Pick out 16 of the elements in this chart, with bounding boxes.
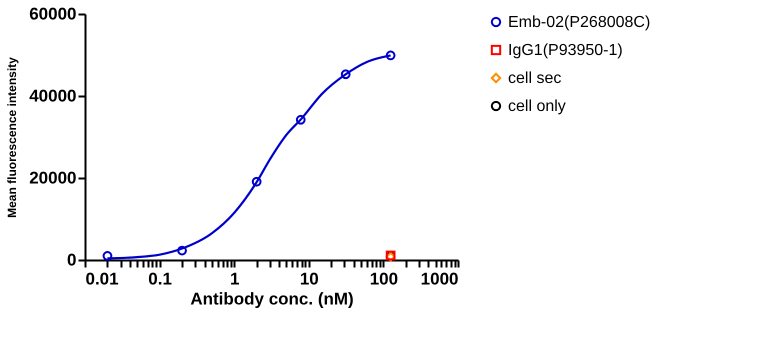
legend-label: cell only — [508, 98, 566, 115]
x-tick-label: 0.01 — [86, 270, 119, 288]
y-tick-label: 0 — [67, 250, 76, 270]
x-tick-label: 1000 — [420, 270, 458, 288]
y-tick-label: 60000 — [29, 4, 76, 24]
y-axis-title: Mean fluorescence intensity — [5, 56, 20, 218]
x-tick-label: 0.1 — [148, 270, 172, 288]
legend-label: Emb-02(P268008C) — [508, 14, 650, 31]
x-tick-label: 10 — [300, 270, 319, 288]
x-axis-title: Antibody conc. (nM) — [190, 290, 354, 308]
y-tick-label: 20000 — [29, 168, 76, 188]
x-tick-label: 1 — [230, 270, 240, 288]
y-tick-label: 40000 — [29, 86, 76, 106]
legend-label: IgG1(P93950-1) — [508, 42, 623, 59]
legend-label: cell sec — [508, 70, 562, 87]
x-tick-label: 100 — [370, 270, 398, 288]
